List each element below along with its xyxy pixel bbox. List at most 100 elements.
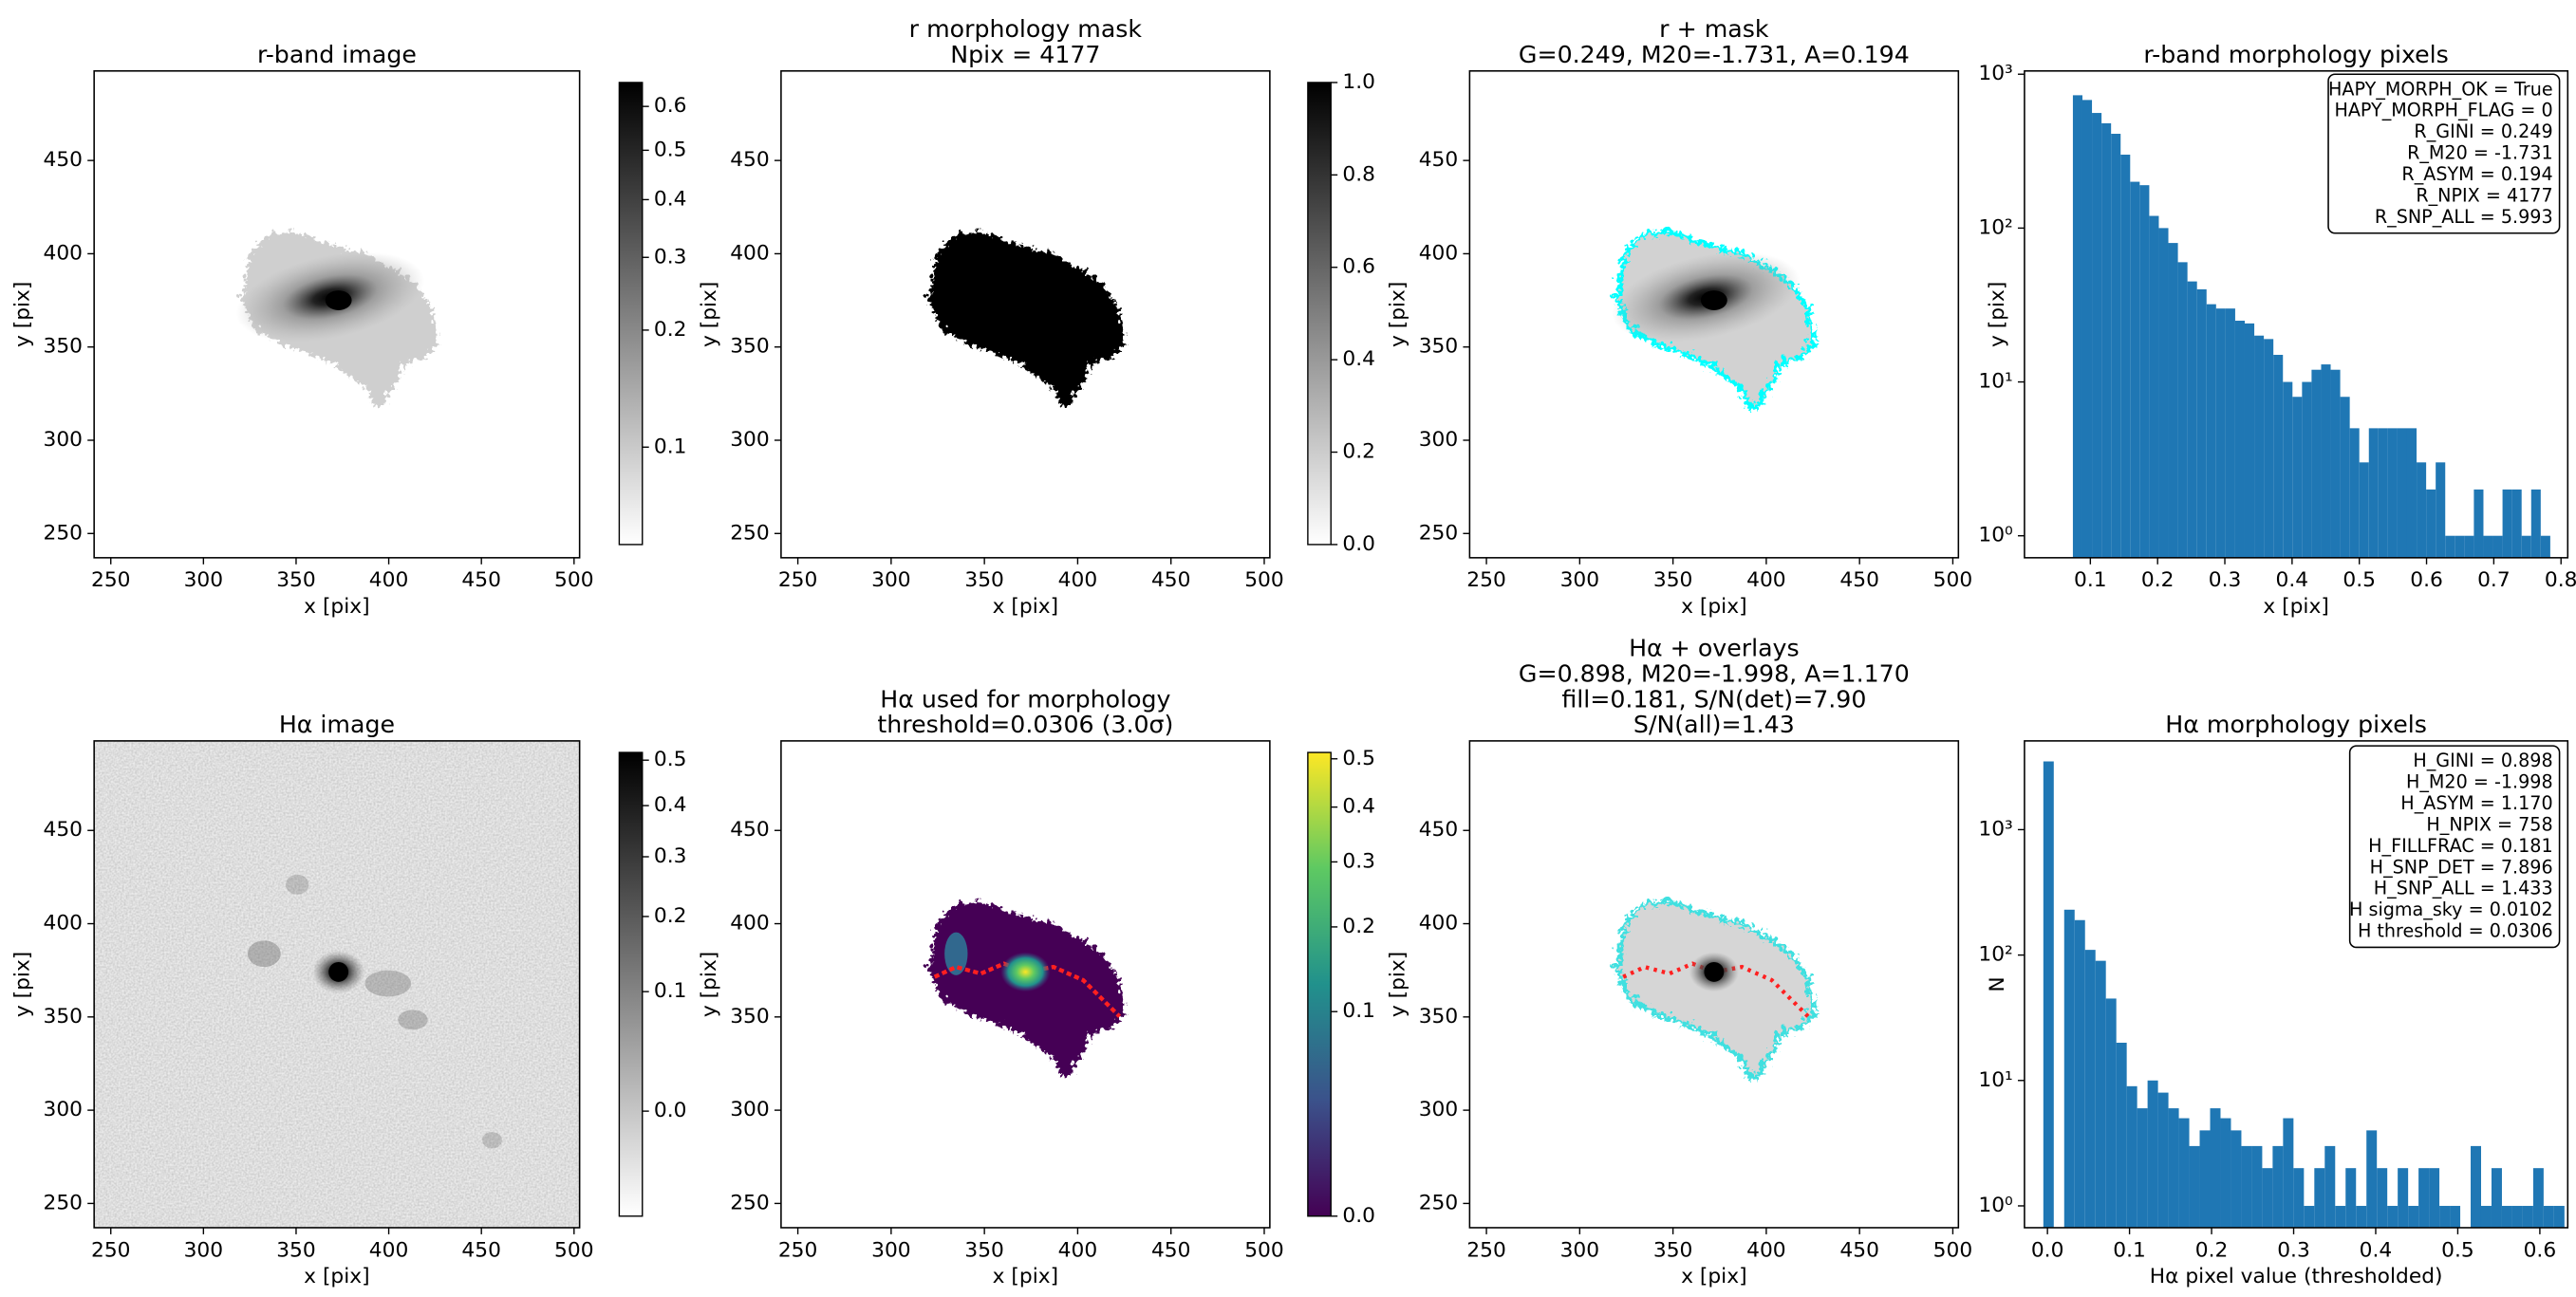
colorbar — [618, 751, 644, 1217]
panel-title: Hα image — [279, 711, 395, 738]
histogram-bar — [2340, 397, 2350, 558]
x-tick-label: 450 — [1839, 568, 1878, 592]
x-axis-label: Hα pixel value (thresholded) — [2150, 1265, 2443, 1288]
histogram-bar — [2491, 1168, 2502, 1228]
x-tick-label: 0.6 — [2410, 568, 2443, 592]
x-tick-label: 350 — [1653, 1238, 1692, 1262]
y-tick-label: 350 — [43, 335, 82, 359]
y-tick-label: 300 — [43, 428, 82, 452]
histogram-bar — [2501, 1205, 2512, 1228]
histogram-bar — [2397, 428, 2407, 558]
ha-clump — [247, 940, 281, 968]
annotation-line: H_SNP_ALL = 1.433 — [2374, 878, 2553, 899]
x-tick-label: 500 — [1244, 568, 1283, 592]
annotation-line: R_M20 = -1.731 — [2407, 142, 2553, 164]
annotation-line: R_ASYM = 0.194 — [2401, 163, 2552, 185]
histogram-bar — [2455, 535, 2465, 558]
colorbar-tick-label: 0.0 — [654, 1099, 687, 1122]
y-axis-label: y [pix] — [698, 282, 721, 347]
y-tick-label: 400 — [43, 241, 82, 265]
histogram-bar — [2215, 308, 2226, 558]
x-tick-label: 0.3 — [2277, 1238, 2310, 1262]
histogram-bar — [2043, 761, 2054, 1228]
histogram-bar — [2116, 1042, 2127, 1228]
x-tick-label: 0.3 — [2209, 568, 2242, 592]
histogram-bar — [2321, 364, 2331, 558]
histogram-bar — [2450, 1205, 2461, 1228]
histogram-bar — [2436, 462, 2446, 558]
histogram-bar — [2254, 335, 2265, 558]
y-axis-label: y [pix] — [1387, 952, 1410, 1017]
y-tick-label: 400 — [1419, 241, 1458, 265]
y-tick-label: 300 — [43, 1098, 82, 1121]
x-tick-label: 0.4 — [2276, 568, 2309, 592]
ha-clump — [364, 970, 412, 997]
histogram-bar — [2283, 1118, 2294, 1228]
histogram-bar — [2074, 919, 2085, 1228]
colorbar — [1307, 82, 1332, 546]
x-tick-label: 450 — [1151, 568, 1190, 592]
y-tick-label: 10³ — [1978, 62, 2012, 85]
histogram-bar — [2540, 535, 2550, 558]
x-tick-label: 250 — [1466, 568, 1505, 592]
x-tick-label: 400 — [1746, 1238, 1785, 1262]
y-tick-label: 400 — [43, 912, 82, 936]
histogram-bar — [2335, 1205, 2346, 1228]
panel-title: r-band morphology pixels — [2143, 41, 2448, 68]
histogram-bar — [2304, 1205, 2315, 1228]
colorbar-tick-label: 0.6 — [654, 94, 687, 118]
y-tick-label: 450 — [43, 148, 82, 172]
histogram-bar — [2273, 354, 2284, 558]
histogram-bar — [2158, 228, 2169, 558]
colorbar-tick-label: 0.5 — [654, 138, 687, 161]
y-tick-label: 450 — [730, 148, 769, 172]
colorbar-tick-label: 0.3 — [654, 245, 687, 269]
histogram-bar — [2349, 428, 2360, 558]
annotation-line: HAPY_MORPH_FLAG = 0 — [2334, 100, 2552, 121]
colorbar-tick-label: 0.8 — [1342, 162, 1375, 186]
y-axis-label: y [pix] — [698, 952, 721, 1017]
colorbar-tick-label: 0.3 — [1342, 849, 1375, 873]
y-tick-label: 250 — [730, 1191, 769, 1214]
galaxy-nucleus — [1700, 290, 1727, 310]
panel-title: r morphology mask — [909, 15, 1143, 43]
histogram-bar — [2330, 369, 2341, 558]
panel-title: fill=0.181, S/N(det)=7.90 — [1561, 685, 1866, 713]
colorbar — [1307, 751, 1332, 1217]
x-axis-label: x [pix] — [993, 1265, 1058, 1288]
y-tick-label: 300 — [730, 428, 769, 452]
annotation-line: H_SNP_DET = 7.896 — [2370, 856, 2553, 878]
histogram-bar — [2445, 535, 2455, 558]
colorbar-tick-label: 0.5 — [1342, 747, 1375, 770]
histogram-bar — [2426, 489, 2436, 558]
colorbar — [618, 82, 644, 546]
ha-nucleus — [328, 961, 349, 982]
histogram-bar — [2553, 1205, 2565, 1228]
histogram-bar — [2398, 1168, 2409, 1228]
galaxy-nucleus — [325, 290, 352, 310]
y-tick-label: 350 — [43, 1005, 82, 1028]
x-tick-label: 250 — [1466, 1238, 1505, 1262]
x-tick-label: 250 — [91, 568, 130, 592]
colorbar-tick-label: 0.2 — [1342, 915, 1375, 938]
ha-core — [1000, 952, 1051, 992]
histogram-bar — [2356, 1205, 2367, 1228]
histogram-bar — [2377, 1168, 2388, 1228]
histogram-bar — [2234, 321, 2245, 558]
histogram-bar — [2147, 1080, 2158, 1228]
y-axis-label: y [pix] — [10, 952, 34, 1017]
annotation-line: H_NPIX = 758 — [2426, 813, 2552, 835]
colorbar-tick-label: 0.0 — [1342, 1204, 1375, 1228]
histogram-bar — [2272, 1145, 2284, 1228]
x-tick-label: 300 — [871, 1238, 910, 1262]
ha-overlay-image — [1614, 898, 1810, 1074]
x-tick-label: 500 — [554, 568, 593, 592]
y-tick-label: 350 — [1419, 335, 1458, 359]
panel-title: Hα used for morphology — [880, 685, 1170, 713]
y-tick-label: 300 — [1419, 428, 1458, 452]
y-tick-label: 10⁰ — [1978, 1194, 2012, 1217]
histogram-bar — [2241, 1145, 2252, 1228]
histogram-bar — [2324, 1145, 2336, 1228]
ha-image — [94, 740, 580, 1228]
